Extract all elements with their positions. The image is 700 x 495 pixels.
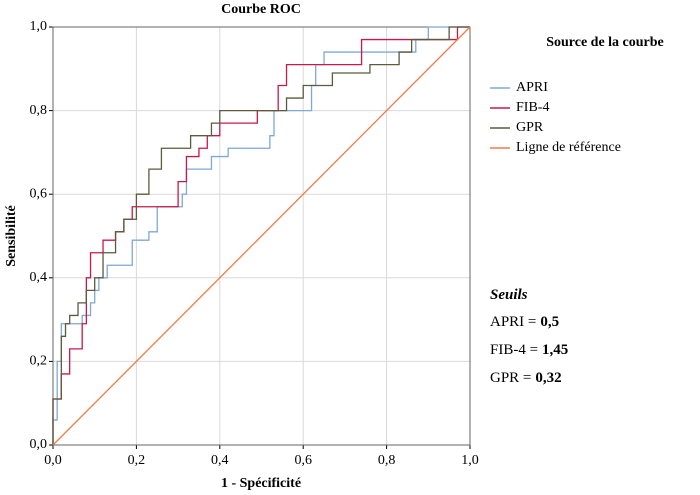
y-tick-label: 0,8 [30,103,48,118]
chart-title: Courbe ROC [221,2,301,17]
y-tick-label: 0,6 [30,186,48,201]
legend-label: Ligne de référence [516,140,621,155]
threshold-row: FIB-4 = 1,45 [490,342,568,359]
y-tick-label: 0,2 [30,354,48,369]
plot-border [52,26,471,446]
annotation-title: Seuils [490,287,528,303]
x-axis-label: 1 - Spécificité [221,476,301,491]
y-tick-label: 0,4 [30,270,48,285]
threshold-value: 0,5 [540,314,560,330]
threshold-value: 1,45 [542,342,569,358]
y-tick-label: 0,0 [30,437,48,452]
y-axis-label: Sensibilité [4,205,19,266]
threshold-label: APRI = [490,314,537,330]
x-tick-label: 0,4 [211,453,229,468]
x-tick-label: 0,8 [378,453,396,468]
threshold-row: APRI = 0,5 [490,314,559,331]
roc-curve [52,26,470,445]
threshold-label: GPR = [490,370,532,386]
x-tick-label: 1,0 [461,453,479,468]
roc-curve [52,26,470,445]
roc-curve [52,26,471,446]
legend-label: GPR [516,120,544,135]
threshold-label: FIB-4 = [490,342,539,358]
roc-curve [52,26,470,445]
y-tick-label: 1,0 [30,19,48,34]
legend-label: APRI [516,80,548,95]
threshold-row: GPR = 0,32 [490,370,562,387]
x-tick-label: 0,0 [44,453,62,468]
legend-title: Source de la courbe [546,35,664,50]
x-tick-label: 0,2 [128,453,146,468]
legend-label: FIB-4 [516,100,549,115]
threshold-value: 0,32 [535,370,562,386]
x-tick-label: 0,6 [294,453,312,468]
